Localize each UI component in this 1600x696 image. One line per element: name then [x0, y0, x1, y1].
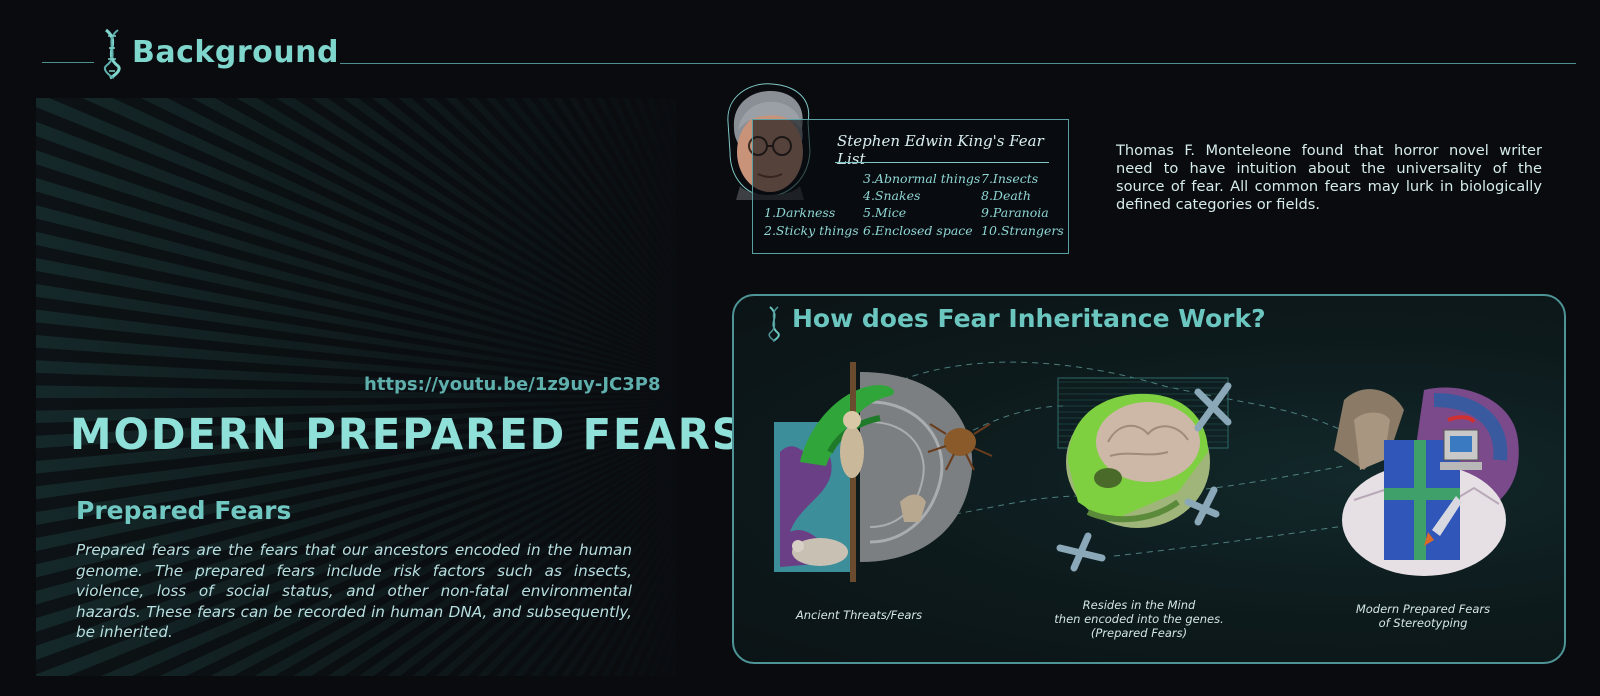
fear-list-rule: [835, 162, 1049, 163]
ray-fade-overlay: [36, 98, 676, 676]
page-title: Background: [132, 35, 339, 70]
fear-item: 5.Mice: [863, 205, 907, 220]
stereotyping-collage: [1334, 387, 1519, 576]
modern-prepared-fears-title: MODERN PREPARED FEARS: [70, 410, 744, 460]
caption-encoded-genes: then encoded into the genes.: [1054, 612, 1224, 626]
ancient-threats-collage: [774, 362, 993, 582]
section-header: Background: [0, 0, 1600, 100]
modern-prepared-fears-panel: [36, 98, 676, 676]
header-rule-left: [42, 62, 94, 63]
fear-inheritance-panel: How does Fear Inheritance Work?: [732, 294, 1566, 664]
dna-icon: [104, 28, 121, 80]
caption-prepared-fears: (Prepared Fears): [1090, 626, 1188, 640]
fear-item: 7.Insects: [981, 171, 1039, 186]
brain-skull-collage: [1056, 377, 1232, 572]
monteleone-paragraph: Thomas F. Monteleone found that horror n…: [1116, 142, 1542, 213]
header-rule-right: [340, 63, 1576, 64]
fear-item: 9.Paranoia: [981, 205, 1049, 220]
fear-item: 6.Enclosed space: [863, 223, 973, 238]
fear-item: 10.Strangers: [981, 223, 1064, 238]
inheritance-title: How does Fear Inheritance Work?: [792, 304, 1266, 333]
youtube-link[interactable]: https://youtu.be/1z9uy-JC3P8: [364, 374, 661, 395]
caption-ancient-threats: Ancient Threats/Fears: [795, 608, 923, 622]
fear-list-card: Stephen Edwin King's Fear List 1.Darknes…: [752, 119, 1069, 254]
caption-stereotyping: of Stereotyping: [1378, 616, 1468, 630]
dna-icon: [768, 306, 780, 342]
fear-item: 2.Sticky things: [764, 223, 859, 238]
fear-list-title: Stephen Edwin King's Fear List: [837, 132, 1044, 168]
prepared-fears-heading: Prepared Fears: [76, 496, 292, 525]
prepared-fears-body: Prepared fears are the fears that our an…: [76, 541, 632, 641]
fear-item: 3.Abnormal things: [863, 171, 981, 186]
fear-item: 1.Darkness: [764, 205, 836, 220]
caption-resides-mind: Resides in the Mind: [1082, 598, 1196, 612]
fear-item: 8.Death: [981, 188, 1031, 203]
fear-item: 4.Snakes: [863, 188, 921, 203]
caption-modern-prepared-fears: Modern Prepared Fears: [1355, 602, 1491, 616]
